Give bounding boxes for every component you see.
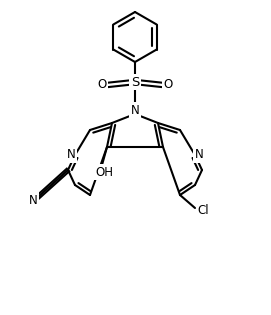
Text: N: N <box>67 148 75 162</box>
Text: N: N <box>29 193 37 207</box>
Text: N: N <box>195 148 203 162</box>
Text: S: S <box>131 76 139 89</box>
Text: OH: OH <box>95 165 113 179</box>
Text: N: N <box>131 104 139 117</box>
Text: Cl: Cl <box>197 204 209 217</box>
Text: O: O <box>163 78 173 91</box>
Text: O: O <box>97 78 107 91</box>
